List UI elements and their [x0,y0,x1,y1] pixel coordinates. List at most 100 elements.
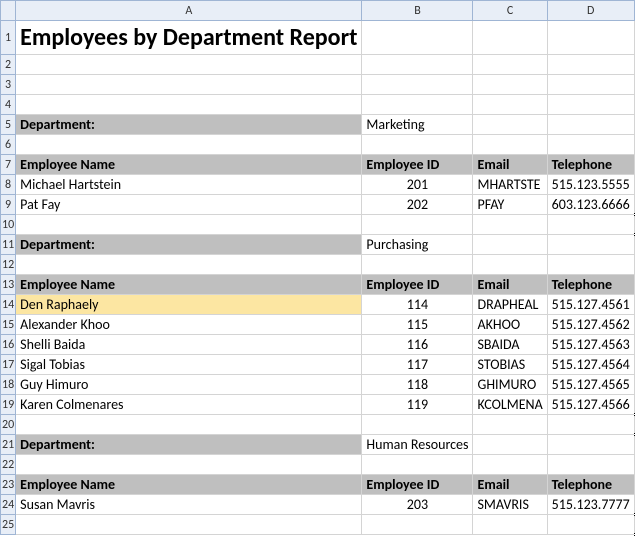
cell-email[interactable]: KCOLMENA [473,395,547,415]
department-name: Human Resources [362,435,473,455]
cell-tel[interactable]: 515.127.4566 [547,395,634,415]
cell-id[interactable]: 114 [362,295,473,315]
table-row[interactable]: 19 Karen Colmenares 119 KCOLMENA 515.127… [1,395,635,415]
table-row[interactable]: 25 6,500.00 [1,515,635,535]
row-header[interactable]: 23 [1,475,16,495]
table-row[interactable]: 14 Den Raphaely 114 DRAPHEAL 515.127.456… [1,295,635,315]
cell-name[interactable]: Karen Colmenares [16,395,362,415]
row-header[interactable]: 16 [1,335,16,355]
row-header[interactable]: 21 [1,435,16,455]
row-header[interactable]: 4 [1,95,16,115]
table-row[interactable]: 10 19,000.00 [1,215,635,235]
row-header[interactable]: 14 [1,295,16,315]
row-header[interactable]: 25 [1,515,16,535]
cell-email[interactable]: GHIMURO [473,375,547,395]
cell-name[interactable]: Pat Fay [16,195,362,215]
table-row[interactable]: 13 Employee Name Employee ID Email Telep… [1,275,635,295]
row-header[interactable]: 10 [1,215,16,235]
table-row[interactable]: 2 [1,55,635,75]
cell-tel[interactable]: 603.123.6666 [547,195,634,215]
row-header[interactable]: 20 [1,415,16,435]
cell-id[interactable]: 117 [362,355,473,375]
cell-email[interactable]: STOBIAS [473,355,547,375]
row-header[interactable]: 9 [1,195,16,215]
cell-id[interactable]: 119 [362,395,473,415]
col-telephone: Telephone [547,475,634,495]
cell-name[interactable]: Den Raphaely [16,295,362,315]
cell-id[interactable]: 116 [362,335,473,355]
col-header[interactable]: D [547,1,634,21]
table-row[interactable]: 21 Department: Human Resources [1,435,635,455]
cell-email[interactable]: DRAPHEAL [473,295,547,315]
col-employee-id: Employee ID [362,155,473,175]
table-row[interactable]: 1 Employees by Department Report [1,21,635,55]
row-header[interactable]: 6 [1,135,16,155]
col-header[interactable]: B [362,1,473,21]
cell-id[interactable]: 118 [362,375,473,395]
spreadsheet-grid[interactable]: A B C D E F 1 Employees by Department Re… [0,0,635,536]
cell-email[interactable]: MHARTSTE [473,175,547,195]
select-all-corner[interactable] [1,1,16,21]
row-header[interactable]: 24 [1,495,16,515]
cell-id[interactable]: 202 [362,195,473,215]
table-row[interactable]: 17 Sigal Tobias 117 STOBIAS 515.127.4564… [1,355,635,375]
table-row[interactable]: 23 Employee Name Employee ID Email Telep… [1,475,635,495]
cell-email[interactable]: SBAIDA [473,335,547,355]
row-header[interactable]: 8 [1,175,16,195]
department-name: Purchasing [362,235,473,255]
row-header[interactable]: 5 [1,115,16,135]
cell-name[interactable]: Susan Mavris [16,495,362,515]
cell-tel[interactable]: 515.127.4562 [547,315,634,335]
cell-tel[interactable]: 515.123.7777 [547,495,634,515]
row-header[interactable]: 7 [1,155,16,175]
table-row[interactable]: 9 Pat Fay 202 PFAY 603.123.6666 6,000.00 [1,195,635,215]
row-header[interactable]: 22 [1,455,16,475]
row-header[interactable]: 18 [1,375,16,395]
cell-tel[interactable]: 515.127.4561 [547,295,634,315]
row-header[interactable]: 12 [1,255,16,275]
table-row[interactable]: 18 Guy Himuro 118 GHIMURO 515.127.4565 2… [1,375,635,395]
department-label: Department: [16,435,362,455]
table-row[interactable]: 11 Department: Purchasing [1,235,635,255]
report-title: Employees by Department Report [20,23,357,52]
table-row[interactable]: 4 [1,95,635,115]
cell-tel[interactable]: 515.127.4563 [547,335,634,355]
table-row[interactable]: 3 [1,75,635,95]
col-header[interactable]: C [473,1,547,21]
table-row[interactable]: 5 Department: Marketing [1,115,635,135]
row-header[interactable]: 15 [1,315,16,335]
cell-name[interactable]: Sigal Tobias [16,355,362,375]
cell-email[interactable]: PFAY [473,195,547,215]
row-header[interactable]: 13 [1,275,16,295]
row-header[interactable]: 19 [1,395,16,415]
row-header[interactable]: 11 [1,235,16,255]
table-row[interactable]: 7 Employee Name Employee ID Email Teleph… [1,155,635,175]
row-header[interactable]: 1 [1,21,16,55]
table-row[interactable]: 16 Shelli Baida 116 SBAIDA 515.127.4563 … [1,335,635,355]
table-row[interactable]: 15 Alexander Khoo 115 AKHOO 515.127.4562… [1,315,635,335]
cell-tel[interactable]: 515.127.4564 [547,355,634,375]
row-header[interactable]: 2 [1,55,16,75]
cell-id[interactable]: 115 [362,315,473,335]
table-row[interactable]: 24 Susan Mavris 203 SMAVRIS 515.123.7777… [1,495,635,515]
table-row[interactable]: 20 24,900.00 [1,415,635,435]
cell-name[interactable]: Michael Hartstein [16,175,362,195]
col-header[interactable]: A [16,1,362,21]
cell-email[interactable]: AKHOO [473,315,547,335]
cell-email[interactable]: SMAVRIS [473,495,547,515]
row-header[interactable]: 17 [1,355,16,375]
table-row[interactable]: 8 Michael Hartstein 201 MHARTSTE 515.123… [1,175,635,195]
cell-id[interactable]: 203 [362,495,473,515]
cell-name[interactable]: Alexander Khoo [16,315,362,335]
col-telephone: Telephone [547,275,634,295]
table-row[interactable]: 12 [1,255,635,275]
cell-tel[interactable]: 515.123.5555 [547,175,634,195]
column-header-row[interactable]: A B C D E F [1,1,635,21]
cell-name[interactable]: Guy Himuro [16,375,362,395]
table-row[interactable]: 22 [1,455,635,475]
row-header[interactable]: 3 [1,75,16,95]
cell-tel[interactable]: 515.127.4565 [547,375,634,395]
cell-id[interactable]: 201 [362,175,473,195]
cell-name[interactable]: Shelli Baida [16,335,362,355]
table-row[interactable]: 6 [1,135,635,155]
